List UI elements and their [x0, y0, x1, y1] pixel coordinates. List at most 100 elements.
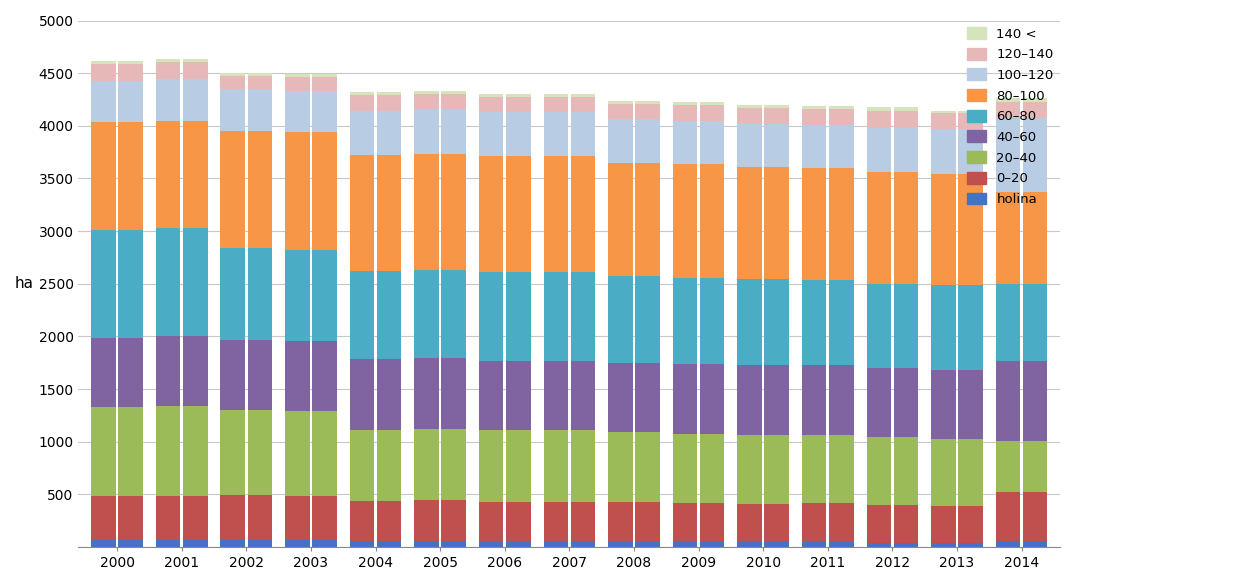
- Bar: [635, 101, 660, 104]
- Bar: [313, 540, 336, 547]
- Bar: [635, 163, 660, 276]
- Bar: [350, 429, 375, 501]
- Bar: [635, 119, 660, 163]
- Bar: [608, 119, 633, 163]
- Bar: [156, 80, 180, 121]
- Bar: [414, 154, 439, 270]
- Bar: [377, 359, 402, 429]
- Bar: [802, 106, 827, 109]
- Bar: [544, 94, 569, 97]
- Bar: [1023, 541, 1047, 547]
- Bar: [247, 130, 272, 249]
- Bar: [183, 496, 208, 540]
- Bar: [894, 111, 918, 128]
- Bar: [119, 122, 143, 229]
- Bar: [764, 167, 789, 279]
- Bar: [764, 123, 789, 167]
- Bar: [414, 500, 439, 541]
- Bar: [313, 341, 336, 411]
- Bar: [996, 118, 1020, 192]
- Bar: [1023, 360, 1047, 441]
- Bar: [183, 59, 208, 62]
- Bar: [119, 540, 143, 547]
- Bar: [894, 108, 918, 111]
- Bar: [247, 249, 272, 340]
- Bar: [313, 91, 336, 132]
- Bar: [571, 272, 596, 360]
- Bar: [700, 542, 724, 547]
- Legend: 140 <, 120–140, 100–120, 80–100, 60–80, 40–60, 20–40, 0–20, holina: 140 <, 120–140, 100–120, 80–100, 60–80, …: [968, 27, 1054, 206]
- Bar: [738, 366, 761, 435]
- Bar: [866, 505, 891, 543]
- Bar: [414, 358, 439, 429]
- Bar: [571, 430, 596, 502]
- Bar: [544, 112, 569, 156]
- Bar: [91, 64, 116, 81]
- Bar: [996, 284, 1020, 360]
- Bar: [829, 168, 854, 280]
- Bar: [247, 495, 272, 540]
- Bar: [894, 438, 918, 505]
- Y-axis label: ha: ha: [15, 276, 35, 291]
- Bar: [802, 503, 827, 542]
- Bar: [958, 285, 983, 370]
- Bar: [635, 432, 660, 502]
- Bar: [478, 156, 503, 272]
- Bar: [635, 276, 660, 363]
- Bar: [1023, 98, 1047, 102]
- Bar: [286, 341, 310, 411]
- Bar: [866, 438, 891, 505]
- Bar: [802, 366, 827, 435]
- Bar: [156, 62, 180, 80]
- Bar: [414, 91, 439, 94]
- Bar: [931, 129, 955, 174]
- Bar: [672, 364, 697, 434]
- Bar: [506, 156, 530, 272]
- Bar: [931, 285, 955, 370]
- Bar: [478, 360, 503, 430]
- Bar: [829, 125, 854, 168]
- Bar: [441, 500, 466, 541]
- Bar: [571, 94, 596, 97]
- Bar: [608, 502, 633, 542]
- Bar: [183, 80, 208, 121]
- Bar: [544, 156, 569, 272]
- Bar: [608, 104, 633, 119]
- Bar: [672, 542, 697, 547]
- Bar: [635, 363, 660, 432]
- Bar: [286, 250, 310, 341]
- Bar: [478, 502, 503, 542]
- Bar: [220, 340, 245, 410]
- Bar: [738, 167, 761, 279]
- Bar: [119, 496, 143, 540]
- Bar: [866, 128, 891, 172]
- Bar: [377, 271, 402, 359]
- Bar: [506, 502, 530, 542]
- Bar: [958, 174, 983, 285]
- Bar: [1023, 192, 1047, 284]
- Bar: [738, 435, 761, 504]
- Bar: [544, 272, 569, 360]
- Bar: [931, 439, 955, 507]
- Bar: [119, 408, 143, 496]
- Bar: [441, 91, 466, 94]
- Bar: [286, 74, 310, 77]
- Bar: [802, 280, 827, 366]
- Bar: [738, 542, 761, 547]
- Bar: [672, 121, 697, 164]
- Bar: [119, 338, 143, 408]
- Bar: [996, 541, 1020, 547]
- Bar: [506, 360, 530, 430]
- Bar: [183, 121, 208, 228]
- Bar: [635, 502, 660, 542]
- Bar: [635, 542, 660, 547]
- Bar: [156, 540, 180, 547]
- Bar: [91, 496, 116, 540]
- Bar: [866, 172, 891, 284]
- Bar: [894, 172, 918, 284]
- Bar: [931, 111, 955, 113]
- Bar: [738, 504, 761, 542]
- Bar: [544, 360, 569, 430]
- Bar: [635, 104, 660, 119]
- Bar: [350, 501, 375, 541]
